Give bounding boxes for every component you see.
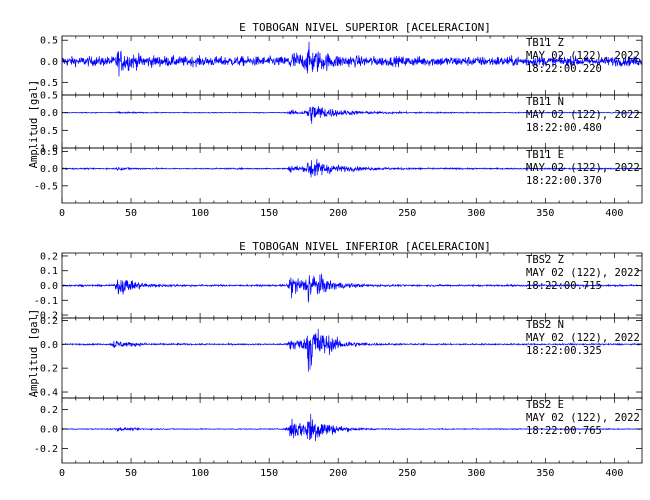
- x-tick-label: 300: [467, 208, 485, 219]
- y-tick-label: 0.5: [40, 91, 58, 102]
- y-tick-label: 0.0: [40, 425, 58, 436]
- station-time-label: 18:22:00.480: [526, 122, 602, 134]
- station-name-label: TB11 Z: [526, 37, 564, 49]
- x-tick-label: 200: [329, 208, 347, 219]
- x-tick-label: 400: [605, 208, 623, 219]
- x-tick-label: 150: [260, 208, 278, 219]
- waveform-line: [62, 106, 642, 124]
- station-name-label: TBS2 Z: [526, 254, 564, 266]
- station-date-label: MAY 02 (122), 2022: [526, 332, 640, 344]
- y-tick-label: 0.2: [40, 316, 58, 327]
- waveform-line: [62, 158, 642, 178]
- y-tick-label: -0.2: [34, 444, 58, 455]
- x-tick-label: 150: [260, 468, 278, 479]
- y-tick-label: -0.5: [34, 181, 58, 192]
- x-tick-label: 50: [125, 468, 137, 479]
- x-tick-label: 350: [536, 208, 554, 219]
- station-time-label: 18:22:00.325: [526, 345, 602, 357]
- y-tick-label: 0.0: [40, 281, 58, 292]
- y-tick-label: -0.5: [34, 126, 58, 137]
- x-tick-label: 200: [329, 468, 347, 479]
- y-tick-label: 0.2: [40, 251, 58, 262]
- station-date-label: MAY 02 (122), 2022: [526, 50, 640, 62]
- x-tick-label: 250: [398, 468, 416, 479]
- waveform-line: [62, 328, 642, 372]
- y-tick-label: -0.1: [34, 296, 58, 307]
- chart-title-bottom: E TOBOGAN NIVEL INFERIOR [ACELERACION]: [239, 240, 491, 253]
- station-date-label: MAY 02 (122), 2022: [526, 412, 640, 424]
- x-tick-label: 100: [191, 208, 209, 219]
- y-tick-label: -1.0: [34, 144, 58, 155]
- station-date-label: MAY 02 (122), 2022: [526, 109, 640, 121]
- station-name-label: TBS2 E: [526, 399, 564, 411]
- y-tick-label: 0.5: [40, 147, 58, 158]
- y-tick-label: 0.0: [40, 108, 58, 119]
- y-tick-label: 0.2: [40, 405, 58, 416]
- station-time-label: 18:22:00.370: [526, 175, 602, 187]
- x-tick-label: 350: [536, 468, 554, 479]
- station-time-label: 18:22:00.765: [526, 425, 602, 437]
- x-tick-label: 400: [605, 468, 623, 479]
- y-axis-label-bottom: Amplitud [gal]: [28, 309, 40, 398]
- waveform-line: [62, 41, 642, 77]
- y-tick-label: 0.0: [40, 164, 58, 175]
- y-tick-label: -0.2: [34, 364, 58, 375]
- y-tick-label: 0.5: [40, 36, 58, 47]
- waveform-line: [62, 273, 642, 303]
- station-time-label: 18:22:00.715: [526, 280, 602, 292]
- x-tick-label: 0: [59, 468, 65, 479]
- y-tick-label: -0.5: [34, 78, 58, 89]
- y-axis-label-top: Amplitud [gal]: [28, 80, 40, 169]
- station-date-label: MAY 02 (122), 2022: [526, 162, 640, 174]
- y-tick-label: 0.0: [40, 57, 58, 68]
- x-tick-label: 300: [467, 468, 485, 479]
- x-tick-label: 50: [125, 208, 137, 219]
- station-name-label: TB11 E: [526, 149, 564, 161]
- y-tick-label: -0.4: [34, 388, 58, 399]
- x-tick-label: 250: [398, 208, 416, 219]
- y-tick-label: -0.2: [34, 311, 58, 322]
- x-tick-label: 0: [59, 208, 65, 219]
- y-tick-label: 0.0: [40, 340, 58, 351]
- station-time-label: 18:22:00.220: [526, 63, 602, 75]
- y-tick-label: 0.1: [40, 266, 58, 277]
- station-name-label: TBS2 N: [526, 319, 564, 331]
- waveform-line: [62, 413, 642, 442]
- station-name-label: TB11 N: [526, 96, 564, 108]
- x-tick-label: 100: [191, 468, 209, 479]
- chart-title-top: E TOBOGAN NIVEL SUPERIOR [ACELERACION]: [239, 21, 491, 34]
- station-date-label: MAY 02 (122), 2022: [526, 267, 640, 279]
